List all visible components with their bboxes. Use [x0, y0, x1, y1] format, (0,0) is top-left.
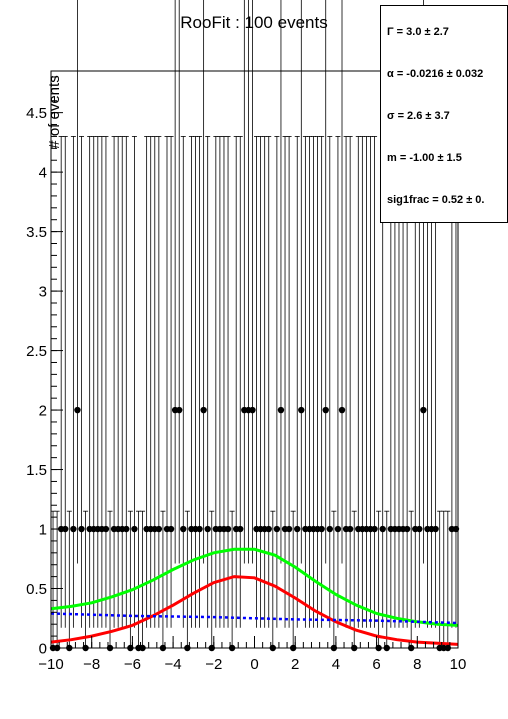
data-point — [420, 406, 427, 414]
x-tick-label: 8 — [413, 656, 421, 673]
data-point — [277, 406, 285, 414]
x-tick-label: 2 — [291, 656, 299, 673]
x-tick-label: −4 — [165, 656, 182, 673]
data-point — [196, 525, 203, 533]
stat-sig1frac: sig1frac = 0.52 ± 0. — [387, 194, 485, 206]
stat-m: m = -1.00 ± 1.5 — [387, 152, 462, 164]
data-point — [322, 406, 329, 414]
data-point — [167, 525, 175, 533]
x-tick-label: −10 — [38, 656, 63, 673]
data-point — [62, 525, 69, 533]
x-tick-label: −6 — [124, 656, 141, 673]
data-point — [123, 525, 130, 533]
y-axis-label: # of events — [46, 75, 63, 148]
fit-curves — [50, 547, 459, 646]
y-tick-label: 1 — [39, 522, 47, 539]
x-tick-label: −2 — [205, 656, 222, 673]
y-tick-label: 2.5 — [26, 343, 47, 360]
fit-curve-ff0000 — [50, 575, 459, 646]
data-point — [131, 525, 138, 533]
data-point — [249, 406, 256, 414]
data-point — [102, 525, 110, 533]
x-tick-label: −8 — [83, 656, 100, 673]
y-tick-label: 4 — [39, 165, 47, 182]
data-point — [403, 525, 411, 533]
data-point — [180, 525, 187, 533]
chart-title: RooFit : 100 events — [180, 13, 328, 32]
stat-alpha: α = -0.0216 ± 0.032 — [387, 68, 484, 80]
y-axis: 0 0.5 1 1.5 2 2.5 3 3.5 4 4.5 — [26, 76, 63, 658]
x-tick-label: 0 — [250, 656, 258, 673]
y-tick-label: 0.5 — [26, 581, 47, 598]
data-point — [204, 525, 211, 533]
data-point — [326, 525, 333, 533]
data-point — [346, 525, 354, 533]
y-tick-label: 1.5 — [26, 462, 47, 479]
data-point — [155, 525, 163, 533]
x-tick-label: 4 — [332, 656, 340, 673]
data-point — [224, 525, 232, 533]
x-tick-label: 6 — [372, 656, 380, 673]
y-tick-label: 3 — [39, 284, 47, 301]
data-point — [334, 525, 342, 533]
data-point — [379, 525, 386, 533]
data-point — [200, 406, 207, 414]
data-point — [432, 525, 439, 533]
data-point — [70, 525, 77, 533]
stat-sigma: σ = 2.6 ± 3.7 — [387, 110, 450, 122]
data-point — [416, 525, 423, 533]
x-axis: −10 −8 −6 −4 −2 0 2 4 6 8 10 — [38, 636, 466, 673]
data-point — [294, 525, 301, 533]
data-point — [265, 525, 272, 533]
data-point — [237, 525, 244, 533]
data-point — [176, 406, 183, 414]
fit-curve-0000ff — [50, 612, 459, 625]
data-point — [273, 525, 281, 533]
fit-curve-00ff00 — [50, 547, 459, 627]
data-point — [74, 406, 81, 414]
fit-parameters-box: Γ = 3.0 ± 2.7 α = -0.0216 ± 0.032 σ = 2.… — [380, 5, 508, 223]
y-tick-label: 3.5 — [26, 224, 47, 241]
data-point — [318, 525, 325, 533]
data-point — [371, 525, 378, 533]
data-point — [285, 525, 293, 533]
y-tick-label: 2 — [39, 403, 47, 420]
y-tick-label: 4.5 — [26, 105, 47, 122]
data-point — [78, 525, 85, 533]
data-point — [298, 406, 305, 414]
x-tick-label: 10 — [450, 656, 467, 673]
data-point — [338, 406, 346, 414]
y-tick-label: 0 — [39, 641, 47, 658]
stat-gamma: Γ = 3.0 ± 2.7 — [387, 26, 449, 38]
